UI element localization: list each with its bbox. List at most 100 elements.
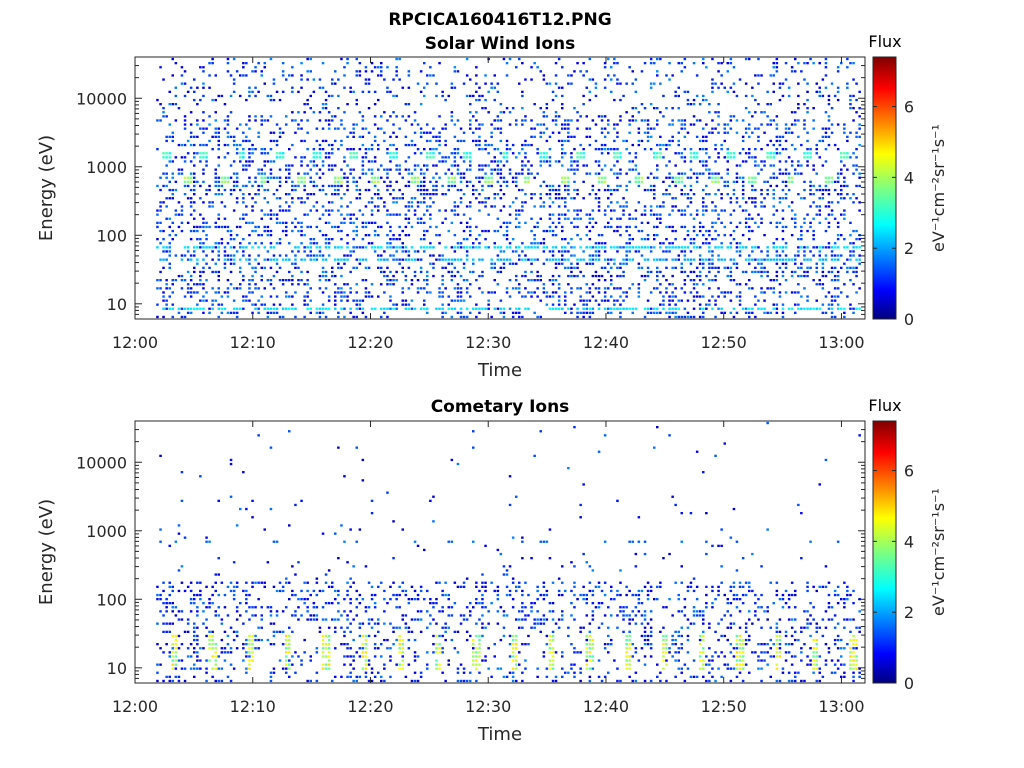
heatmap-cell — [858, 90, 861, 93]
heatmap-cell — [757, 103, 760, 106]
heatmap-cell — [665, 164, 668, 167]
heatmap-cell — [364, 188, 368, 192]
heatmap-cell — [705, 229, 708, 233]
heatmap-cell — [766, 103, 769, 106]
heatmap-cell — [481, 291, 484, 294]
heatmap-cell — [193, 184, 196, 188]
y-tick-label: 10 — [107, 295, 127, 314]
heatmap-cell — [787, 127, 791, 130]
x-axis-label: Time — [477, 360, 522, 381]
heatmap-cell — [475, 197, 478, 200]
heatmap-cell — [530, 172, 533, 175]
heatmap-cell — [533, 238, 536, 241]
heatmap-cell — [162, 258, 165, 261]
heatmap-cell — [613, 303, 616, 306]
heatmap-cell — [432, 274, 435, 278]
heatmap-cell — [561, 148, 564, 151]
heatmap-cell — [327, 184, 331, 188]
heatmap-cell — [830, 307, 834, 310]
heatmap-cell — [303, 188, 306, 192]
heatmap-cell — [220, 647, 224, 650]
heatmap-cell — [830, 180, 834, 183]
heatmap-cell — [211, 258, 214, 261]
heatmap-cell — [278, 156, 282, 159]
heatmap-cell — [698, 315, 702, 319]
heatmap-cell — [478, 123, 481, 126]
heatmap-cell — [677, 176, 680, 179]
heatmap-cell — [260, 638, 263, 642]
heatmap-cell — [570, 287, 573, 290]
heatmap-cell — [754, 148, 757, 151]
heatmap-cell — [202, 242, 205, 245]
heatmap-cell — [849, 307, 852, 310]
heatmap-cell — [189, 213, 193, 216]
heatmap-cell — [303, 283, 306, 286]
heatmap-cell — [239, 287, 242, 290]
heatmap-cell — [168, 585, 171, 588]
heatmap-cell — [524, 78, 527, 81]
heatmap-cell — [757, 246, 760, 249]
heatmap-cell — [729, 299, 733, 302]
heatmap-cell — [177, 311, 181, 314]
heatmap-cell — [349, 172, 352, 175]
heatmap-cell — [288, 164, 291, 167]
heatmap-cell — [649, 246, 653, 249]
heatmap-cell — [297, 229, 300, 233]
heatmap-cell — [401, 176, 404, 179]
heatmap-cell — [226, 152, 230, 155]
heatmap-cell — [775, 258, 779, 261]
heatmap-cell — [165, 135, 168, 138]
heatmap-cell — [695, 246, 699, 249]
heatmap-cell — [530, 164, 533, 167]
heatmap-cell — [361, 119, 365, 122]
heatmap-cell — [306, 164, 309, 167]
heatmap-cell — [156, 287, 159, 290]
heatmap-cell — [840, 197, 843, 200]
heatmap-cell — [309, 94, 312, 98]
heatmap-cell — [656, 279, 659, 282]
heatmap-cell — [738, 205, 742, 208]
heatmap-cell — [423, 201, 426, 204]
heatmap-cell — [242, 254, 245, 257]
heatmap-cell — [643, 188, 647, 192]
x-tick-label: 13:00 — [818, 333, 864, 352]
heatmap-cell — [551, 131, 555, 134]
heatmap-cell — [229, 193, 233, 196]
heatmap-cell — [567, 250, 570, 253]
heatmap-cell — [524, 246, 527, 249]
heatmap-cell — [358, 299, 362, 302]
heatmap-cell — [272, 307, 276, 310]
heatmap-cell — [361, 258, 365, 261]
heatmap-cell — [548, 164, 552, 167]
heatmap-cell — [505, 107, 509, 110]
heatmap-cell — [637, 250, 641, 253]
heatmap-cell — [821, 193, 825, 196]
heatmap-cell — [217, 254, 220, 257]
heatmap-cell — [545, 127, 549, 130]
heatmap-cell — [459, 139, 463, 143]
heatmap-cell — [723, 295, 726, 298]
heatmap-cell — [790, 209, 794, 212]
heatmap-cell — [484, 197, 487, 200]
heatmap-cell — [616, 287, 619, 290]
heatmap-cell — [168, 90, 171, 93]
heatmap-cell — [435, 258, 438, 261]
heatmap-cell — [594, 139, 598, 143]
heatmap-cell — [472, 193, 475, 196]
heatmap-cell — [272, 78, 276, 81]
heatmap-cell — [324, 98, 328, 102]
heatmap-cell — [272, 246, 276, 249]
heatmap-cell — [401, 246, 404, 249]
heatmap-cell — [441, 307, 444, 310]
heatmap-cell — [361, 127, 365, 130]
heatmap-cell — [836, 238, 840, 241]
heatmap-cell — [475, 225, 478, 229]
heatmap-cell — [539, 274, 542, 278]
heatmap-cell — [309, 107, 312, 110]
heatmap-cell — [790, 111, 794, 114]
heatmap-cell — [717, 115, 720, 118]
heatmap-cell — [671, 107, 674, 110]
heatmap-cell — [285, 221, 288, 224]
heatmap-cell — [683, 66, 687, 69]
heatmap-cell — [496, 82, 500, 85]
